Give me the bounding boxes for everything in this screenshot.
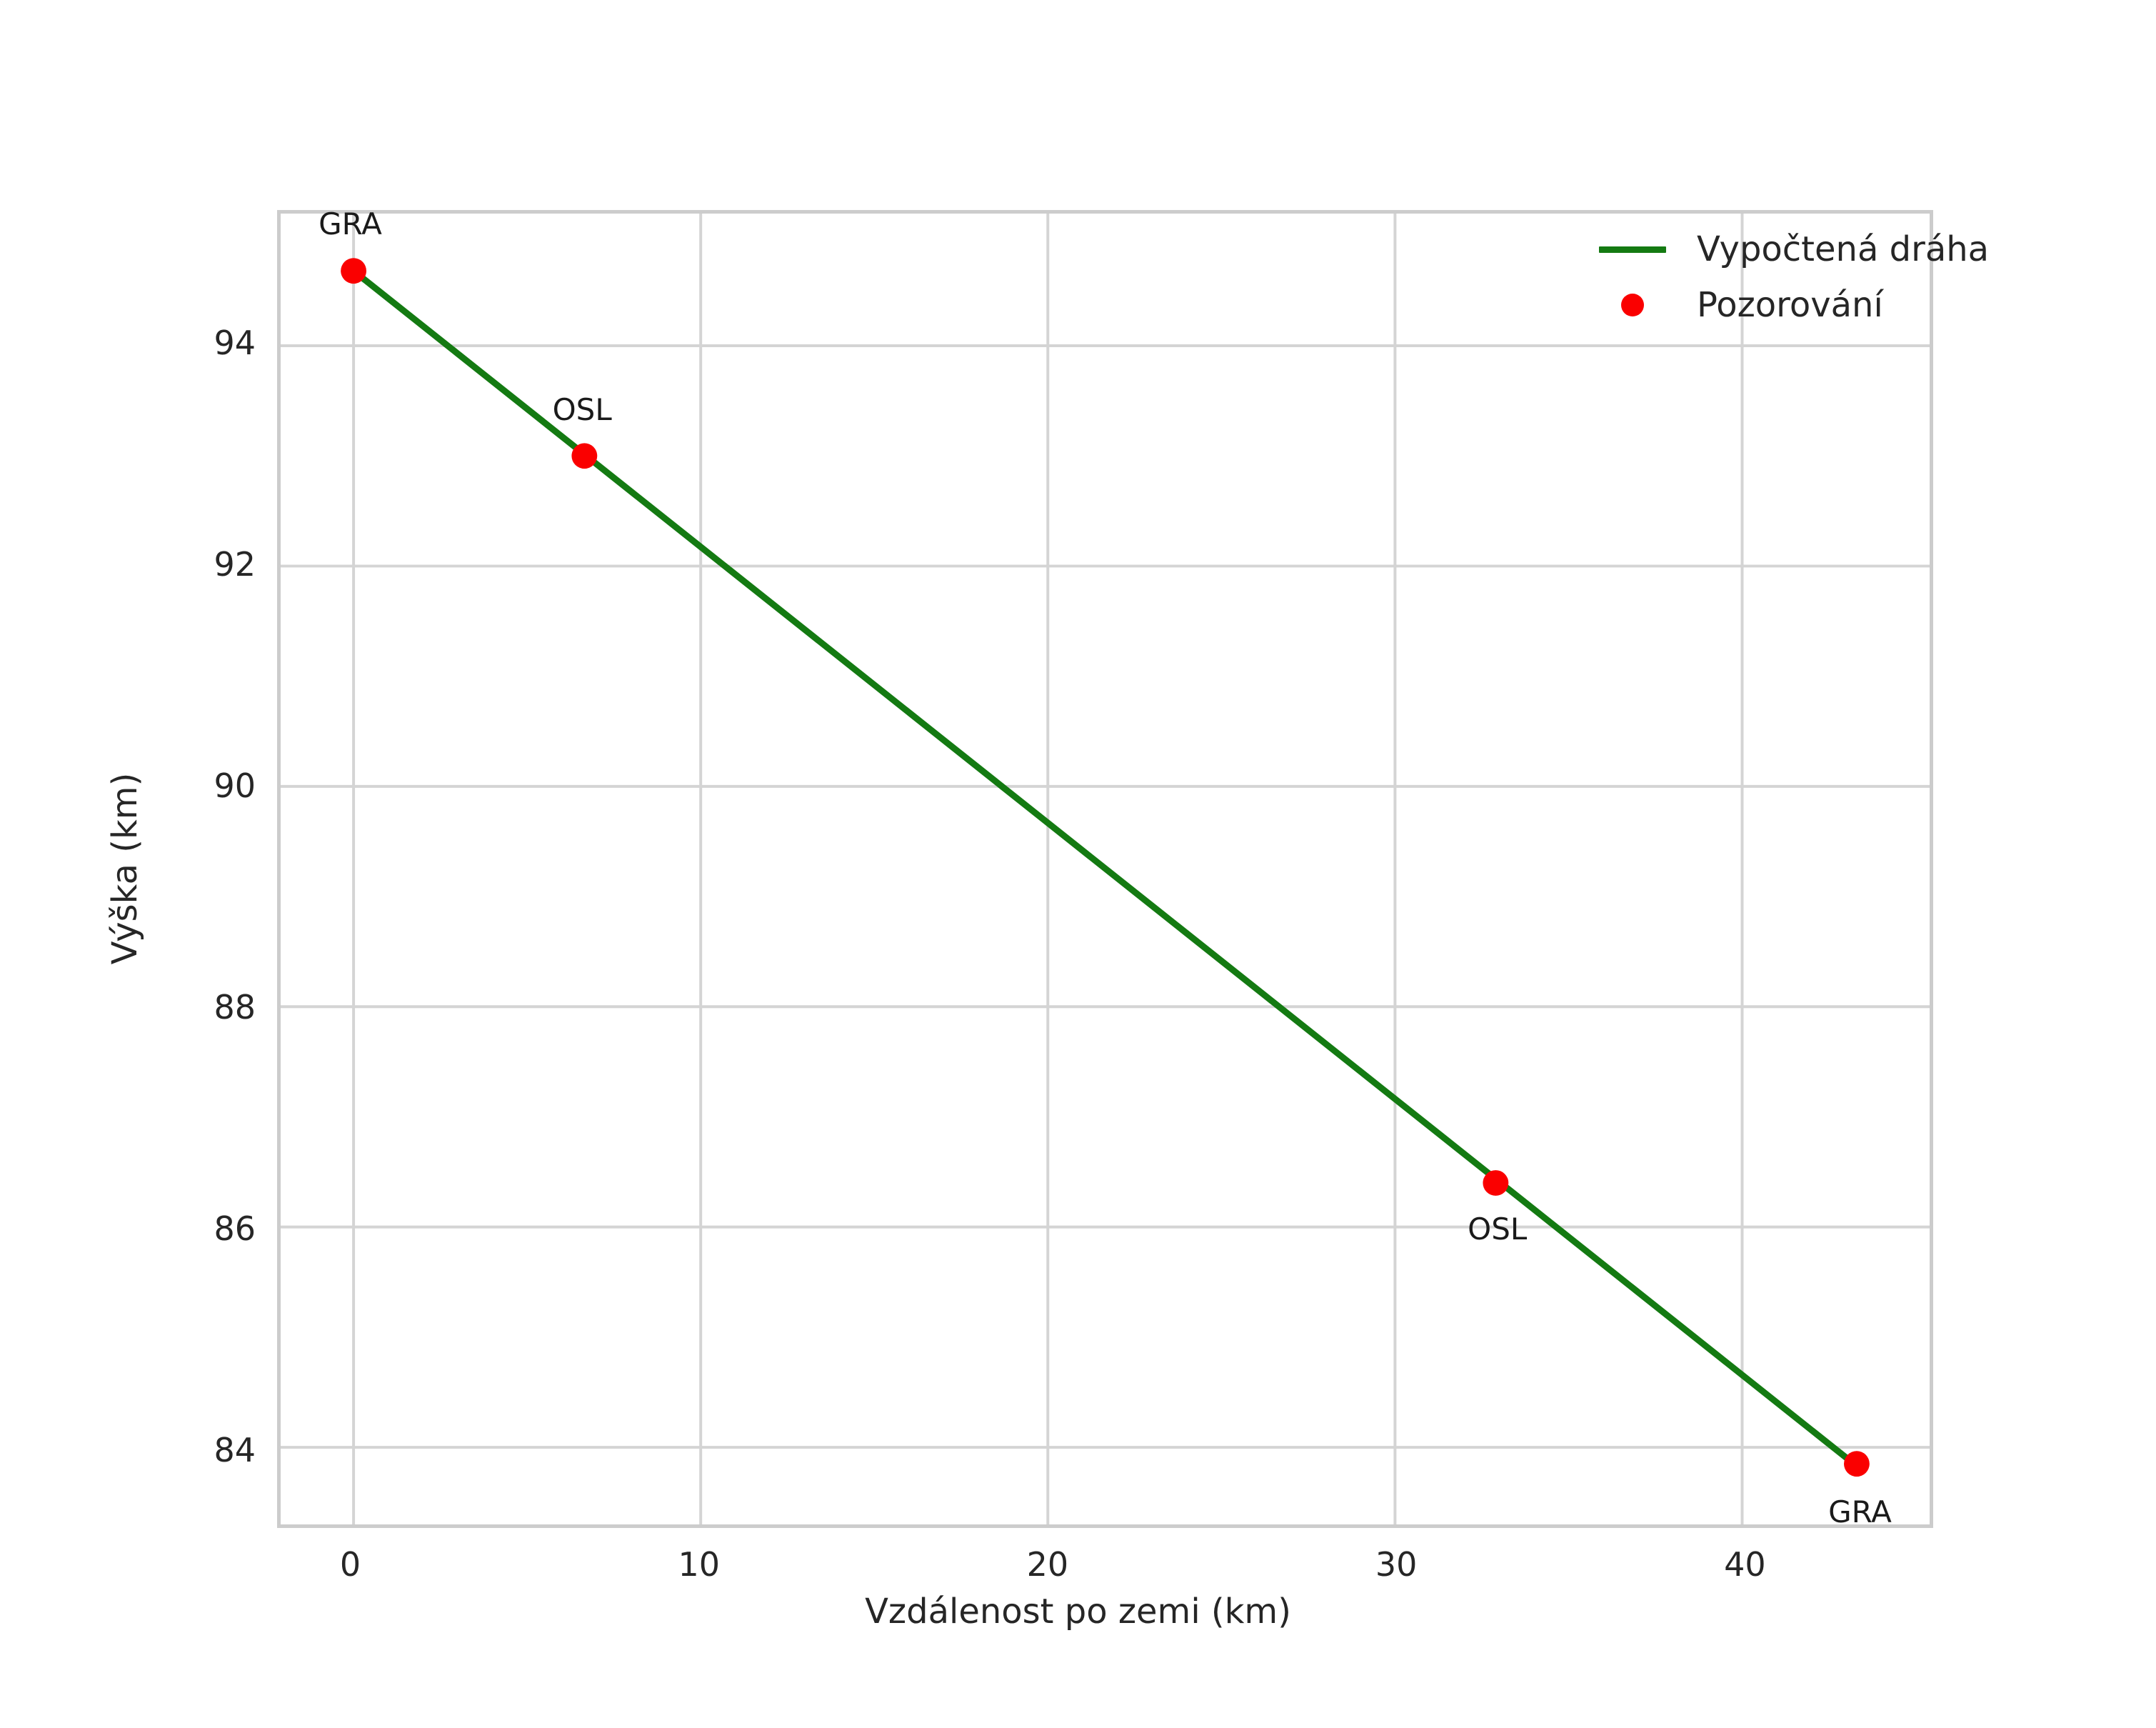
point-annotation-gra: GRA (1828, 1494, 1892, 1529)
y-tick-label: 94 (214, 324, 256, 363)
point-annotation-gra: GRA (319, 206, 382, 241)
legend-entry-computed-path: Vypočtená dráha (1585, 221, 1989, 277)
legend: Vypočtená dráha Pozorování (1585, 221, 1989, 333)
x-tick-label: 20 (1026, 1545, 1069, 1584)
x-tick-label: 30 (1375, 1545, 1418, 1584)
x-tick-label: 10 (678, 1545, 721, 1584)
data-point-marker (571, 443, 598, 469)
legend-label-observation: Pozorování (1697, 285, 1883, 325)
x-tick-label: 40 (1724, 1545, 1766, 1584)
x-tick-label: 0 (339, 1545, 361, 1584)
y-tick-label: 90 (214, 766, 256, 806)
series-line-0 (350, 267, 1860, 1469)
point-annotation-osl: OSL (1468, 1212, 1528, 1247)
point-annotation-osl: OSL (552, 392, 612, 428)
legend-marker-swatch-icon (1585, 294, 1680, 316)
y-tick-label: 88 (214, 988, 256, 1027)
y-tick-label: 86 (214, 1209, 256, 1249)
data-point-marker (1483, 1170, 1509, 1196)
x-axis-label: Vzdálenost po zemi (km) (865, 1592, 1291, 1632)
data-layer (341, 258, 1870, 1477)
y-tick-label: 84 (214, 1431, 256, 1470)
legend-line-swatch-icon (1585, 246, 1680, 253)
plot-area (277, 210, 1933, 1528)
y-tick-label: 92 (214, 545, 256, 584)
legend-entry-observation: Pozorování (1585, 277, 1885, 333)
legend-label-computed-path: Vypočtená dráha (1697, 229, 1990, 269)
data-point-marker (1843, 1451, 1870, 1477)
grid-lines (281, 214, 1930, 1524)
data-point-marker (341, 258, 367, 284)
